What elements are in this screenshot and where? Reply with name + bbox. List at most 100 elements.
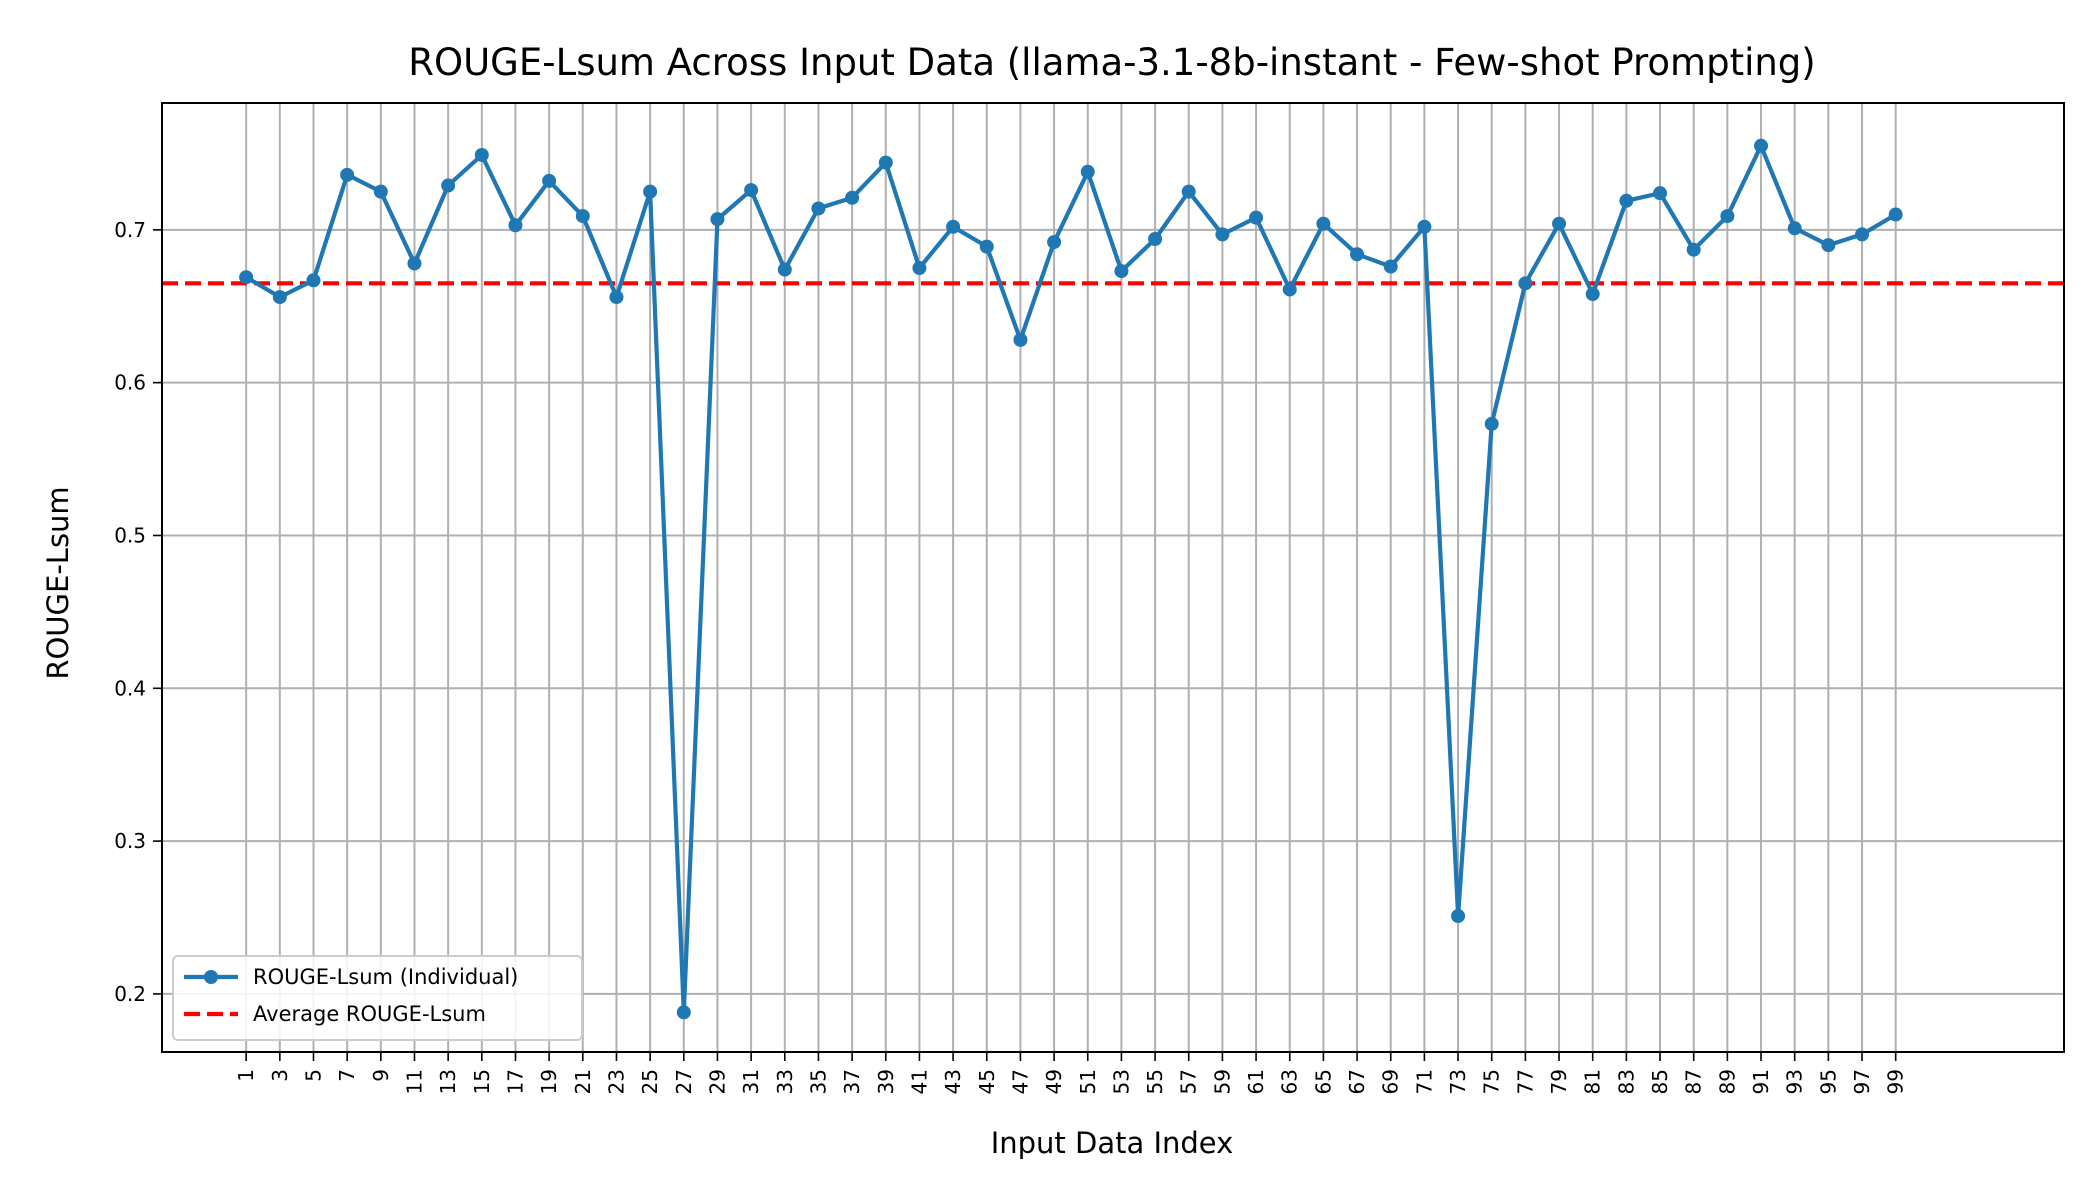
data-point xyxy=(676,1005,691,1020)
data-point xyxy=(1080,164,1095,179)
data-point xyxy=(239,270,254,285)
data-point xyxy=(1148,232,1163,247)
data-point xyxy=(1686,242,1701,257)
x-tick-label: 27 xyxy=(672,1069,696,1094)
data-point xyxy=(1350,247,1365,262)
x-tick-label: 49 xyxy=(1042,1069,1066,1094)
x-tick-label: 59 xyxy=(1210,1069,1234,1094)
data-point xyxy=(811,201,826,216)
x-tick-label: 97 xyxy=(1850,1069,1874,1094)
x-tick-label: 3 xyxy=(268,1069,292,1082)
data-point xyxy=(272,290,287,305)
data-point xyxy=(777,262,792,277)
data-point xyxy=(878,155,893,170)
y-tick-label: 0.5 xyxy=(114,523,146,547)
data-point xyxy=(441,178,456,193)
data-point xyxy=(373,184,388,199)
data-point xyxy=(744,183,759,198)
x-tick-label: 29 xyxy=(705,1069,729,1094)
x-tick-label: 47 xyxy=(1008,1069,1032,1094)
x-tick-label: 21 xyxy=(571,1069,595,1094)
data-point xyxy=(1047,235,1062,250)
data-point xyxy=(1552,216,1567,231)
series-layer xyxy=(239,138,1903,1020)
data-point xyxy=(340,167,355,182)
y-axis-label: ROUGE-Lsum xyxy=(41,486,75,679)
x-tick-label: 93 xyxy=(1783,1069,1807,1094)
data-point xyxy=(1215,227,1230,242)
x-tick-label: 55 xyxy=(1143,1069,1167,1094)
data-point xyxy=(1114,264,1129,279)
data-point xyxy=(1653,186,1668,201)
y-tick-label: 0.3 xyxy=(114,829,146,853)
series-line xyxy=(244,143,1898,1015)
data-point xyxy=(1316,216,1331,231)
legend: ROUGE-Lsum (Individual) Average ROUGE-Lsu… xyxy=(172,955,583,1041)
data-point xyxy=(1383,259,1398,274)
data-point xyxy=(1720,209,1735,224)
x-tick-label: 51 xyxy=(1076,1069,1100,1094)
x-tick-label: 43 xyxy=(941,1069,965,1094)
x-tick-label: 41 xyxy=(907,1069,931,1094)
x-tick-label: 63 xyxy=(1278,1069,1302,1094)
x-axis-ticks: 1 3 5 7 9 11 13 15 17 19 21 23 25 27 29 31 33 35 37 39 41 43 4… xyxy=(234,1052,1908,1094)
legend-label-individual: ROUGE-Lsum (Individual) xyxy=(253,965,518,989)
y-tick-label: 0.6 xyxy=(114,371,146,395)
x-tick-label: 95 xyxy=(1816,1069,1840,1094)
y-axis-ticks: 0.2 0.3 0.4 0.5 0.6 0.7 xyxy=(114,218,162,1006)
data-point xyxy=(1484,416,1499,431)
data-point xyxy=(946,219,961,234)
legend-marker-individual xyxy=(204,970,218,984)
data-point xyxy=(306,273,321,288)
data-point xyxy=(407,256,422,271)
x-tick-label: 53 xyxy=(1109,1069,1133,1094)
x-tick-label: 31 xyxy=(739,1069,763,1094)
data-point xyxy=(1249,210,1264,225)
x-tick-label: 13 xyxy=(436,1069,460,1094)
data-point xyxy=(508,218,523,233)
data-point xyxy=(1787,221,1802,236)
x-tick-label: 75 xyxy=(1480,1069,1504,1094)
data-point xyxy=(1518,276,1533,291)
x-tick-label: 33 xyxy=(773,1069,797,1094)
x-tick-label: 9 xyxy=(369,1069,393,1082)
plot-frame xyxy=(161,102,2065,1053)
x-tick-label: 45 xyxy=(975,1069,999,1094)
x-tick-label: 67 xyxy=(1345,1069,1369,1094)
data-point xyxy=(845,190,860,205)
x-tick-label: 25 xyxy=(638,1069,662,1094)
x-tick-label: 99 xyxy=(1884,1069,1908,1094)
data-point xyxy=(1821,238,1836,253)
data-point xyxy=(1585,287,1600,302)
data-point xyxy=(1013,332,1028,347)
x-tick-label: 89 xyxy=(1715,1069,1739,1094)
data-point xyxy=(979,239,994,254)
x-tick-label: 69 xyxy=(1379,1069,1403,1094)
x-tick-label: 73 xyxy=(1446,1069,1470,1094)
x-tick-label: 7 xyxy=(335,1069,359,1082)
chart-title: ROUGE-Lsum Across Input Data (llama-3.1-… xyxy=(408,41,1815,84)
data-point xyxy=(1282,282,1297,297)
x-tick-label: 5 xyxy=(301,1069,325,1082)
legend-box xyxy=(172,955,583,1041)
data-point xyxy=(575,209,590,224)
x-tick-label: 71 xyxy=(1412,1069,1436,1094)
data-point xyxy=(1619,193,1634,208)
data-point xyxy=(710,212,725,227)
data-point xyxy=(542,173,557,188)
x-tick-label: 11 xyxy=(402,1069,426,1094)
y-tick-label: 0.7 xyxy=(114,218,146,242)
x-tick-label: 61 xyxy=(1244,1069,1268,1094)
data-point xyxy=(1181,184,1196,199)
data-point xyxy=(643,184,658,199)
x-tick-label: 57 xyxy=(1177,1069,1201,1094)
x-tick-label: 85 xyxy=(1648,1069,1672,1094)
data-point xyxy=(474,147,489,162)
x-tick-label: 37 xyxy=(840,1069,864,1094)
x-tick-label: 77 xyxy=(1513,1069,1537,1094)
x-tick-label: 83 xyxy=(1614,1069,1638,1094)
x-tick-label: 23 xyxy=(604,1069,628,1094)
y-tick-label: 0.4 xyxy=(114,676,146,700)
x-tick-label: 91 xyxy=(1749,1069,1773,1094)
